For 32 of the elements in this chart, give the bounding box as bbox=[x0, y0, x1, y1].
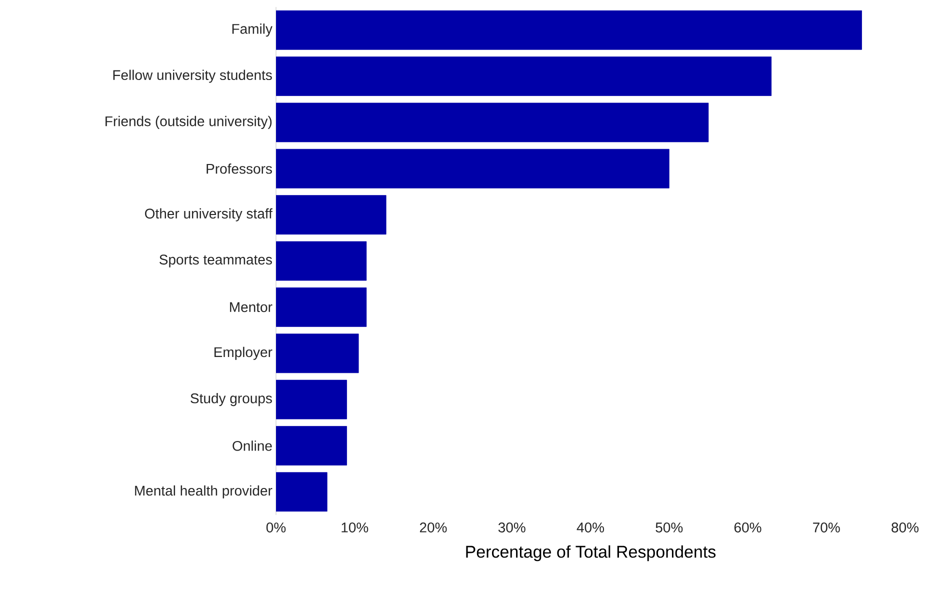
y-tick-label: Sports teammates bbox=[160, 254, 272, 268]
y-tick-label: Friends (outside university) bbox=[106, 116, 272, 129]
bar bbox=[276, 56, 772, 96]
bar bbox=[276, 102, 709, 142]
x-tick-label: 40% bbox=[576, 522, 604, 532]
y-tick-label: Fellow university students bbox=[113, 70, 272, 83]
bar bbox=[276, 426, 347, 466]
x-tick-label: 70% bbox=[813, 522, 840, 532]
bar bbox=[276, 334, 359, 374]
y-tick-label: Online bbox=[232, 440, 272, 451]
x-tick-label: 60% bbox=[734, 522, 762, 532]
x-tick-label: 10% bbox=[342, 522, 368, 532]
bar bbox=[276, 241, 367, 281]
x-axis-title: Percentage of Total Respondents bbox=[466, 545, 716, 562]
x-tick-label: 50% bbox=[656, 522, 683, 532]
y-tick-label: Mental health provider bbox=[135, 485, 272, 498]
y-tick-label: Study groups bbox=[190, 393, 272, 406]
bar bbox=[276, 195, 386, 235]
y-tick-label: Other university staff bbox=[145, 208, 272, 222]
x-tick-label: 80% bbox=[892, 522, 919, 532]
bar bbox=[276, 472, 328, 512]
x-tick-label: 20% bbox=[420, 522, 447, 532]
bar bbox=[276, 10, 862, 50]
x-tick-label: 0% bbox=[266, 522, 286, 532]
bar bbox=[276, 380, 347, 420]
y-tick-label: Employer bbox=[214, 346, 272, 360]
y-tick-label: Mentor bbox=[230, 302, 272, 312]
y-tick-label: Professors bbox=[206, 164, 272, 174]
y-tick-label: Family bbox=[232, 24, 272, 37]
x-tick-label: 30% bbox=[498, 522, 526, 532]
bar bbox=[276, 287, 367, 327]
bar bbox=[276, 148, 670, 188]
